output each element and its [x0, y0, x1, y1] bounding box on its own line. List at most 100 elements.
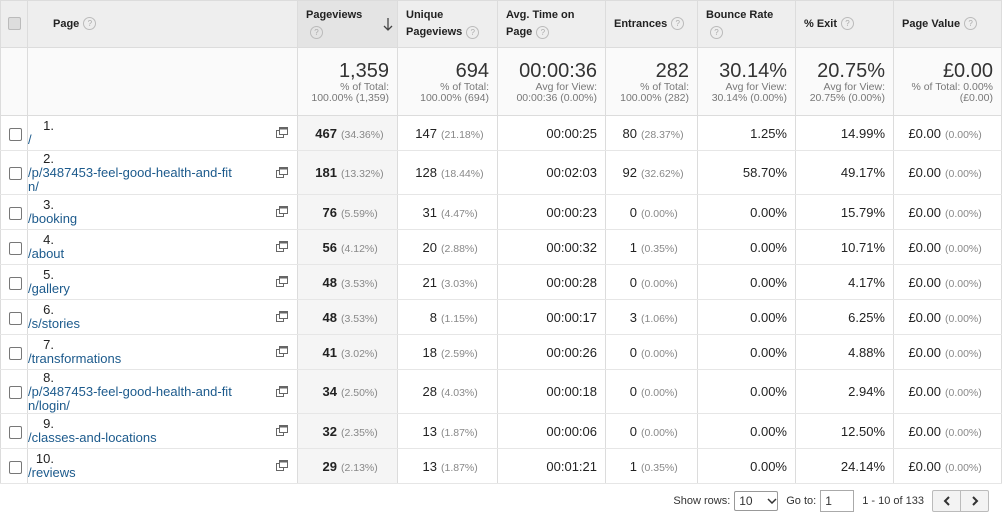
- metric-percent: (34.36%): [341, 128, 384, 141]
- data-row: 9./classes-and-locations 32 (2.35%) 13 (1.87…: [0, 413, 1002, 449]
- column-header[interactable]: Entrances: [605, 0, 698, 48]
- row-checkbox[interactable]: [9, 127, 22, 141]
- row-checkbox-cell: [0, 229, 28, 265]
- metric-percent: (3.53%): [341, 312, 378, 325]
- metric-cell: 15.79%: [795, 194, 894, 230]
- metric-percent: (0.00%): [945, 128, 982, 141]
- help-icon[interactable]: [964, 17, 978, 31]
- summary-value: 20.75%: [817, 59, 885, 82]
- rows-select[interactable]: 10: [734, 491, 779, 511]
- page-cell: 7./transformations: [27, 334, 298, 370]
- page-link[interactable]: /p/3487453-feel-good-health-and-fitn/log…: [28, 384, 232, 413]
- row-checkbox[interactable]: [9, 206, 22, 220]
- summary-note: 20.75% (0.00%): [809, 91, 885, 104]
- row-checkbox[interactable]: [9, 241, 22, 255]
- page-link[interactable]: /gallery: [28, 281, 70, 296]
- metric-value: 147: [415, 125, 437, 141]
- next-button[interactable]: [960, 491, 988, 511]
- metric-cell: 00:00:32: [497, 229, 606, 265]
- open-page-icon[interactable]: [276, 206, 288, 217]
- column-header[interactable]: Bounce Rate: [697, 0, 796, 48]
- open-page-icon[interactable]: [276, 346, 288, 357]
- metric-cell: 32 (2.35%): [297, 413, 398, 449]
- metric-value: 15.79%: [840, 204, 885, 220]
- summary-value: 00:00:36: [519, 59, 597, 82]
- page-cell: 1. /: [27, 115, 298, 151]
- summary-note: Avg for View:: [725, 80, 787, 93]
- open-page-icon[interactable]: [276, 276, 288, 287]
- help-icon[interactable]: [310, 25, 323, 39]
- page-link[interactable]: /booking: [28, 211, 78, 226]
- metric-value: 0.00%: [750, 423, 787, 439]
- page-link[interactable]: /classes-and-locations: [28, 430, 157, 445]
- row-checkbox[interactable]: [9, 311, 22, 325]
- row-checkbox[interactable]: [9, 460, 22, 474]
- column-label: Entrances: [614, 17, 668, 30]
- row-checkbox[interactable]: [9, 276, 22, 290]
- metric-percent: (21.18%): [441, 128, 484, 141]
- metric-percent: (4.12%): [341, 242, 378, 255]
- metric-percent: (2.59%): [441, 347, 478, 360]
- column-header[interactable]: Unique Pageviews: [397, 0, 498, 48]
- metric-cell: 18 (2.59%): [397, 334, 498, 370]
- metric-value: £0.00: [908, 344, 941, 360]
- row-checkbox[interactable]: [9, 346, 22, 360]
- page-link[interactable]: /p/3487453-feel-good-health-and-fitn/: [28, 165, 232, 194]
- row-checkbox[interactable]: [9, 386, 22, 400]
- metric-value: 181: [315, 165, 337, 180]
- go-to-label: Go to:: [786, 495, 817, 507]
- metric-percent: (0.00%): [945, 168, 982, 180]
- summary-note: 100.00% (694): [420, 91, 489, 104]
- row-index: 8.: [43, 370, 54, 385]
- help-icon[interactable]: [841, 17, 855, 31]
- metric-value: 32: [322, 423, 337, 439]
- select-all-checkbox[interactable]: [7, 17, 21, 31]
- column-header[interactable]: Page Value: [893, 0, 1002, 48]
- column-header[interactable]: Avg. Time on Page: [497, 0, 606, 48]
- header-row: Page Pageviews Unique Pageviews Avg. Time o…: [0, 0, 1002, 48]
- metric-cell: 12.50%: [795, 413, 894, 449]
- page-link[interactable]: /s/stories: [28, 316, 81, 331]
- metric-value: 76: [322, 204, 337, 220]
- page-cell: 5./gallery: [27, 264, 298, 300]
- open-page-icon[interactable]: [276, 460, 288, 471]
- help-icon[interactable]: [671, 17, 685, 31]
- prev-button[interactable]: [933, 491, 960, 511]
- open-page-icon[interactable]: [276, 241, 288, 252]
- go-to-input[interactable]: 1: [820, 490, 855, 512]
- open-page-icon[interactable]: [276, 166, 288, 178]
- metric-cell: 00:02:03: [497, 150, 606, 195]
- open-page-icon[interactable]: [276, 311, 288, 322]
- page-link[interactable]: /about: [28, 246, 65, 261]
- column-header[interactable]: Page: [27, 0, 298, 48]
- summary-note: % of Total:: [440, 80, 489, 93]
- metric-value: 80: [622, 125, 637, 141]
- page-link[interactable]: /: [28, 132, 32, 147]
- column-header[interactable]: % Exit: [795, 0, 894, 48]
- row-checkbox[interactable]: [9, 167, 22, 181]
- metric-value: 28: [422, 384, 437, 399]
- metric-value: 2.94%: [848, 384, 885, 399]
- open-page-icon[interactable]: [276, 425, 288, 436]
- row-checkbox[interactable]: [9, 425, 22, 439]
- help-icon[interactable]: [83, 17, 97, 31]
- metric-cell: 00:00:28: [497, 264, 606, 300]
- page-link[interactable]: /transformations: [28, 351, 122, 366]
- page-link[interactable]: /reviews: [28, 465, 76, 480]
- metric-value: 0.00%: [750, 309, 787, 325]
- help-icon[interactable]: [536, 25, 550, 39]
- metric-value: £0.00: [908, 125, 941, 141]
- metric-cell: 0 (0.00%): [605, 369, 698, 414]
- help-icon[interactable]: [710, 25, 723, 39]
- metric-value: 0.00%: [750, 239, 787, 255]
- metric-cell: 13 (1.87%): [397, 413, 498, 449]
- column-header[interactable]: Pageviews: [297, 0, 398, 48]
- open-page-icon[interactable]: [276, 127, 288, 138]
- row-index: 1.: [43, 118, 54, 133]
- help-icon[interactable]: [466, 25, 480, 39]
- metric-value: 00:00:32: [546, 239, 597, 255]
- open-page-icon[interactable]: [276, 385, 288, 397]
- data-row: 8./p/3487453-feel-good-health-and-fitn/l…: [0, 369, 1002, 414]
- metric-value: 8: [429, 309, 437, 325]
- metric-value: 00:00:28: [546, 274, 597, 290]
